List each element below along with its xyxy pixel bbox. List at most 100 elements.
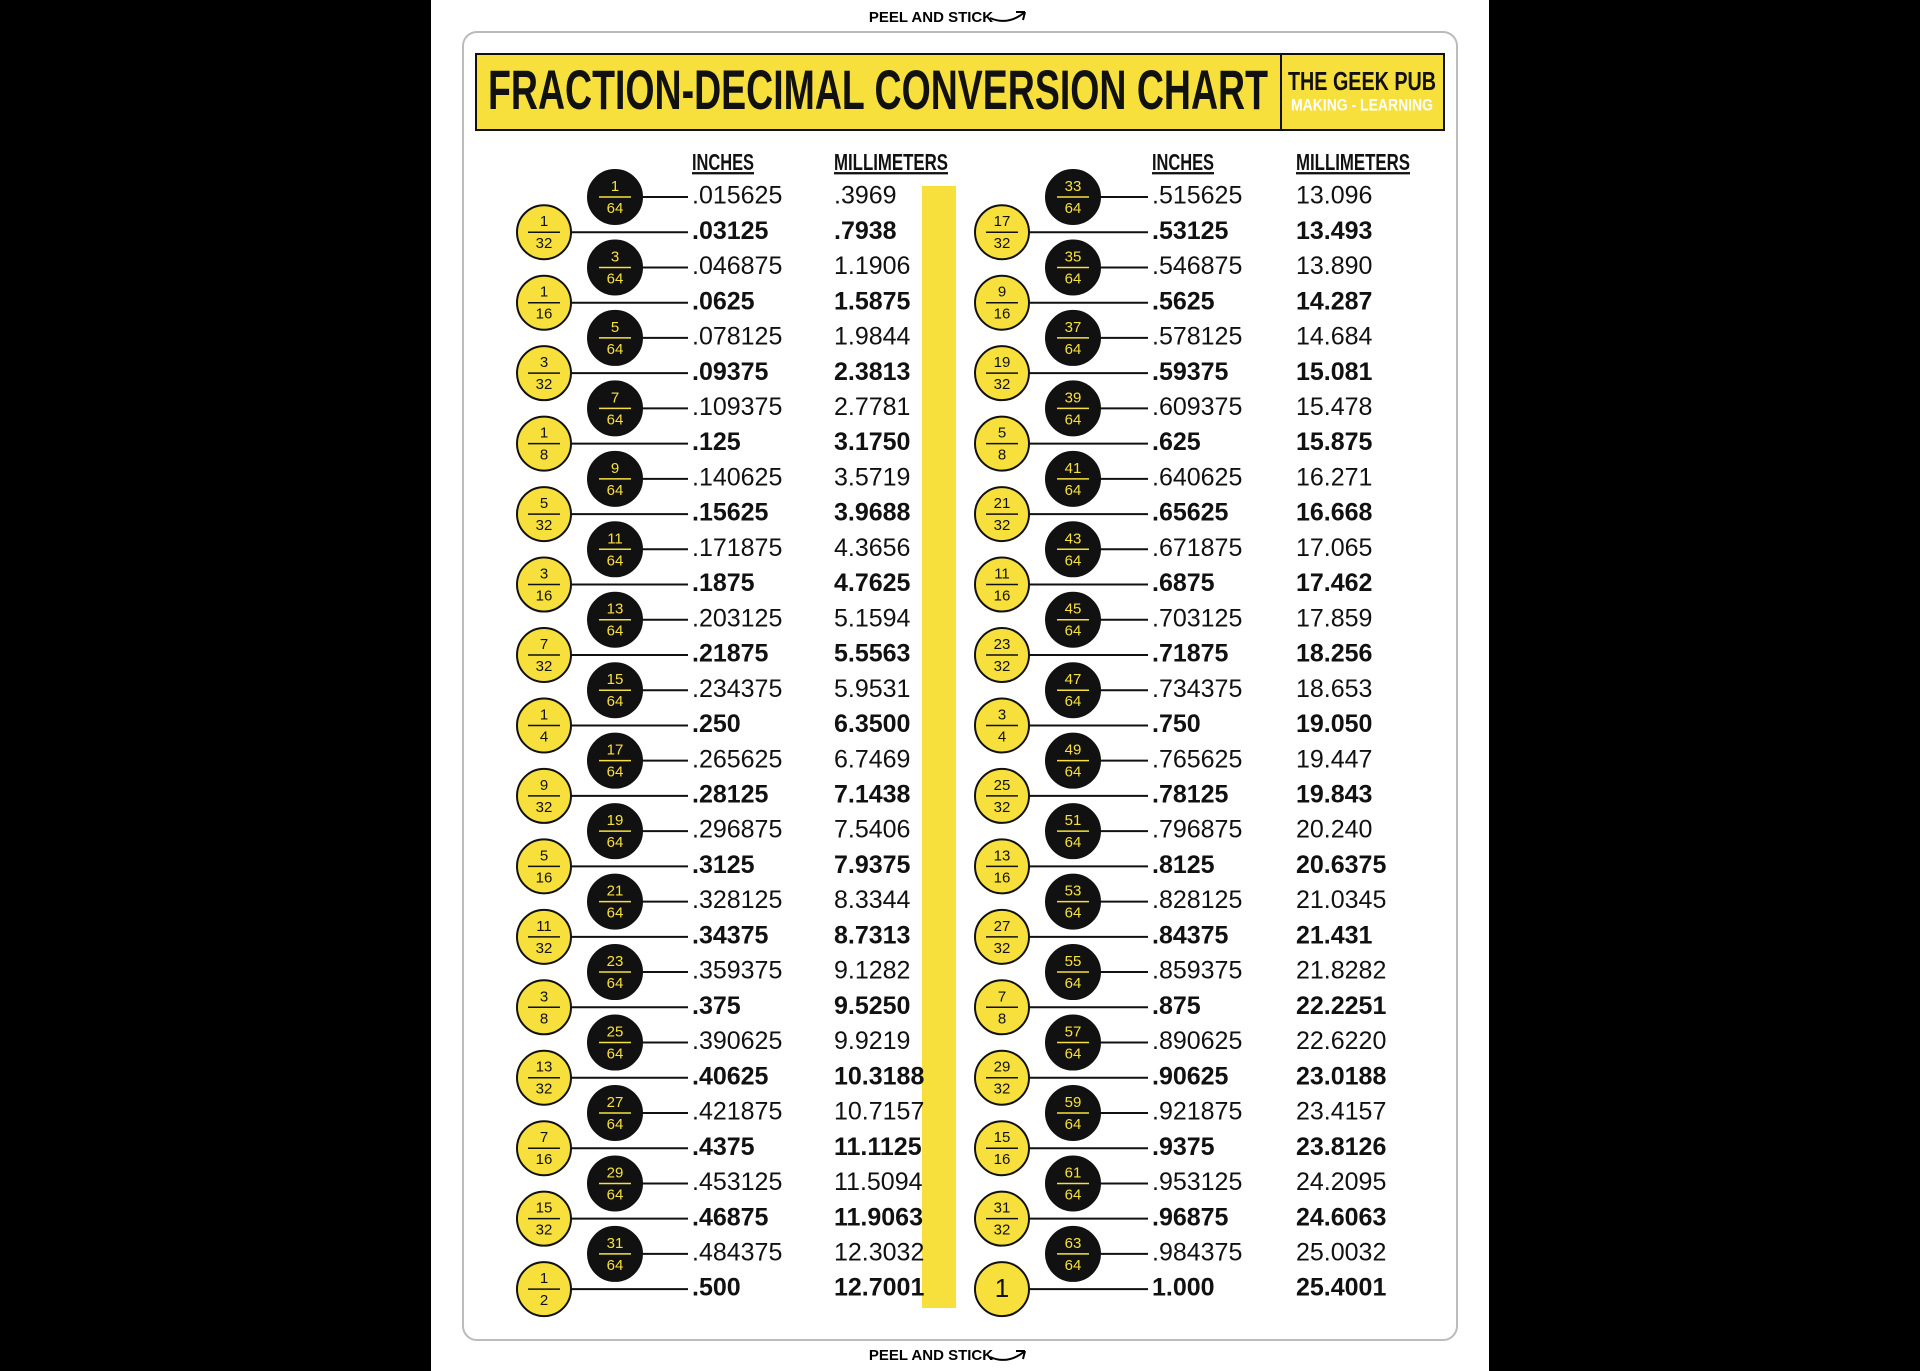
numerator: 15 <box>607 671 624 688</box>
mm-value: .3969 <box>834 182 897 210</box>
inches-value: .234375 <box>692 675 782 703</box>
inches-value: .171875 <box>692 534 782 562</box>
inches-value: .625 <box>1152 428 1201 456</box>
numerator: 17 <box>607 742 624 759</box>
denominator: 4 <box>998 728 1006 745</box>
numerator: 15 <box>994 1129 1011 1146</box>
inches-value: .984375 <box>1152 1239 1242 1267</box>
numerator: 5 <box>540 847 548 864</box>
denominator: 8 <box>540 1010 548 1027</box>
brand: THE GEEK PUB <box>1288 66 1436 96</box>
inches-value: .78125 <box>1152 781 1229 809</box>
mm-value: 4.7625 <box>834 569 911 597</box>
mm-value: 21.431 <box>1296 921 1373 949</box>
mm-value: 5.1594 <box>834 604 911 632</box>
mm-value: 25.4001 <box>1296 1274 1386 1302</box>
numerator: 11 <box>607 530 623 547</box>
numerator: 23 <box>994 636 1011 653</box>
numerator: 15 <box>536 1200 553 1217</box>
denominator: 64 <box>607 411 624 428</box>
inches-value: .203125 <box>692 604 782 632</box>
denominator: 16 <box>536 1151 553 1168</box>
inches-value: .750 <box>1152 710 1201 738</box>
column-header: INCHES <box>1152 149 1214 175</box>
denominator: 16 <box>994 1151 1011 1168</box>
mm-value: 9.5250 <box>834 992 910 1020</box>
numerator: 25 <box>994 777 1011 794</box>
mm-value: 13.493 <box>1296 217 1372 245</box>
cut-border <box>462 31 1458 1341</box>
mm-value: 6.3500 <box>834 710 910 738</box>
inches-value: .250 <box>692 710 741 738</box>
numerator: 1 <box>540 213 548 230</box>
arrow <box>989 1350 1026 1361</box>
denominator: 32 <box>994 235 1011 252</box>
numerator: 11 <box>536 918 552 935</box>
inches-value: .078125 <box>692 323 782 351</box>
mm-value: 7.5406 <box>834 816 910 844</box>
inches-value: .546875 <box>1152 252 1242 280</box>
mm-value: 19.447 <box>1296 745 1372 773</box>
mm-value: 17.859 <box>1296 604 1372 632</box>
peel-label: PEEL AND STICK <box>869 1347 993 1364</box>
mm-value: 2.7781 <box>834 393 910 421</box>
denominator: 64 <box>1065 1116 1082 1133</box>
numerator: 5 <box>998 425 1006 442</box>
inches-value: .890625 <box>1152 1027 1242 1055</box>
column-header: MILLIMETERS <box>1296 149 1410 175</box>
numerator: 21 <box>607 883 624 900</box>
denominator: 16 <box>994 869 1011 886</box>
inches-value: .375 <box>692 992 741 1020</box>
fraction-circle <box>974 1261 1030 1318</box>
numerator: 7 <box>998 988 1006 1005</box>
numerator: 31 <box>607 1235 624 1252</box>
denominator: 64 <box>607 341 624 358</box>
inches-value: .40625 <box>692 1062 769 1090</box>
denominator: 64 <box>1065 341 1082 358</box>
numerator: 35 <box>1065 248 1082 265</box>
denominator: 16 <box>536 587 553 604</box>
numerator: 13 <box>536 1059 553 1076</box>
denominator: 64 <box>1065 200 1082 217</box>
mm-value: 22.2251 <box>1296 992 1386 1020</box>
inches-value: .390625 <box>692 1027 782 1055</box>
inches-value: .21875 <box>692 640 769 668</box>
numerator: 7 <box>540 1129 548 1146</box>
numerator: 25 <box>607 1023 624 1040</box>
numerator: 11 <box>994 565 1010 582</box>
peel-label: PEEL AND STICK <box>869 9 993 26</box>
numerator: 43 <box>1065 530 1082 547</box>
numerator: 7 <box>540 636 548 653</box>
denominator: 64 <box>1065 834 1082 851</box>
inches-value: .46875 <box>692 1203 769 1231</box>
denominator: 64 <box>1065 623 1082 640</box>
inches-value: .796875 <box>1152 816 1242 844</box>
denominator: 64 <box>607 905 624 922</box>
numerator: 3 <box>540 354 548 371</box>
denominator: 64 <box>607 1186 624 1203</box>
numerator: 51 <box>1065 812 1082 829</box>
denominator: 32 <box>536 376 553 393</box>
denominator: 64 <box>607 1045 624 1062</box>
denominator: 32 <box>536 1081 553 1098</box>
denominator: 16 <box>994 306 1011 323</box>
numerator: 19 <box>607 812 624 829</box>
inches-value: .9375 <box>1152 1133 1215 1161</box>
numerator: 63 <box>1065 1235 1082 1252</box>
denominator: 64 <box>1065 482 1082 499</box>
mm-value: 3.9688 <box>834 499 911 527</box>
numerator: 17 <box>994 213 1011 230</box>
tagline: MAKING - LEARNING <box>1291 95 1433 114</box>
mm-value: 1.5875 <box>834 287 911 315</box>
denominator: 32 <box>536 1222 553 1239</box>
numerator: 5 <box>540 495 548 512</box>
inches-value: .6875 <box>1152 569 1215 597</box>
mm-value: 5.9531 <box>834 675 910 703</box>
mm-value: 11.1125 <box>834 1133 922 1161</box>
inches-value: .8125 <box>1152 851 1215 879</box>
inches-value: .4375 <box>692 1133 755 1161</box>
inches-value: .765625 <box>1152 745 1242 773</box>
mm-value: 16.271 <box>1296 463 1372 491</box>
